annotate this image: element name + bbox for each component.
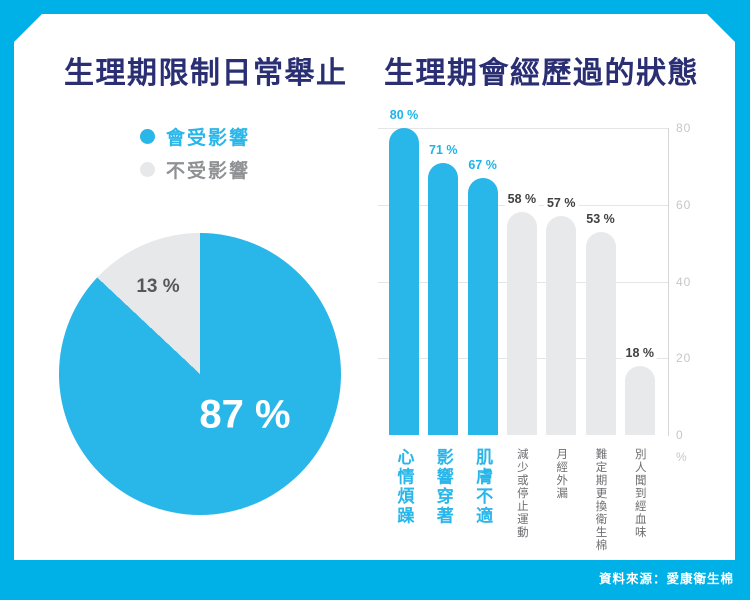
bar-3: [467, 177, 498, 435]
data-source-caption: 資料來源：愛康衛生棉: [598, 572, 734, 586]
y-axis-line: [668, 128, 669, 436]
bar-category-label-1: 心情煩躁: [394, 448, 414, 526]
bar-value-label-7: 18 %: [622, 345, 658, 360]
bar-value-label-6: 53 %: [583, 211, 618, 226]
legend-label-affected: 會受影響: [166, 127, 251, 149]
pie-chart-title: 生理期限制日常舉止: [64, 57, 348, 90]
y-tick-label-40: 40: [676, 274, 692, 289]
bar-value-label-3: 67 %: [465, 157, 500, 172]
bar-category-label-6: 難定期更換衛生棉: [594, 448, 607, 552]
bar-value-label-2: 71 %: [426, 142, 461, 157]
y-tick-label-20: 20: [676, 351, 692, 366]
legend-item-unaffected: 不受影響: [140, 159, 250, 182]
pie-chart: 13 % 87 %: [59, 233, 341, 515]
card-content: 生理期限制日常舉止 會受影響 不受影響 13 % 87 % 生理期會經歷過的狀態…: [14, 14, 735, 560]
bar-value-label-4: 58 %: [504, 192, 540, 207]
bar-5: [546, 216, 577, 435]
legend-item-affected: 會受影響: [140, 126, 250, 149]
pie-slice-label-minor: 13 %: [136, 276, 180, 297]
bar-category-label-5: 月經外漏: [555, 448, 568, 500]
y-axis-unit-label: %: [676, 450, 688, 464]
pie-slice-label-major: 87 %: [199, 392, 291, 437]
bar-6: [585, 231, 616, 435]
gridline-80: [378, 128, 668, 129]
bar-chart-title: 生理期會經歷過的狀態: [384, 57, 699, 90]
bar-category-label-4: 減少或停止運動: [515, 448, 528, 539]
bar-value-label-1: 80 %: [386, 108, 422, 122]
bar-4: [506, 212, 537, 435]
bar-category-label-7: 別人聞到經血味: [633, 448, 646, 539]
bar-chart: 80 60 40 20 0% 80 % 心情煩躁 71 % 影響穿著 67 % 肌膚不適 58 % 減少…: [378, 108, 690, 552]
bar-category-label-3: 肌膚不適: [473, 448, 493, 526]
legend-dot-unaffected-icon: [140, 161, 155, 177]
bar-1: [389, 128, 419, 435]
bar-2: [428, 162, 459, 435]
bar-category-label-2: 影響穿著: [433, 448, 453, 526]
pie-legend: 會受影響 不受影響: [140, 126, 250, 182]
bar-7: [624, 365, 655, 435]
bar-value-label-5: 57 %: [543, 196, 579, 211]
y-tick-label-80: 80: [676, 121, 692, 135]
legend-label-unaffected: 不受影響: [166, 160, 251, 182]
y-tick-label-0: 0: [676, 428, 684, 442]
legend-dot-affected-icon: [140, 128, 155, 144]
y-tick-label-60: 60: [676, 197, 692, 212]
